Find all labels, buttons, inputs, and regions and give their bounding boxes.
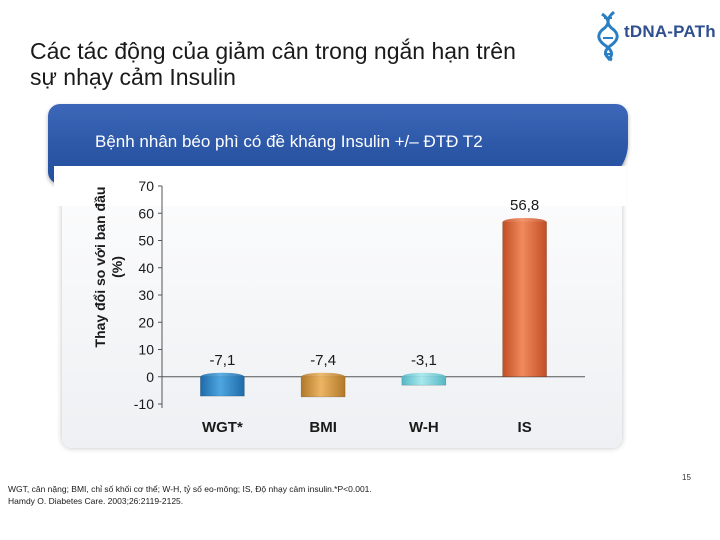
data-label-1: -7,4 xyxy=(310,352,336,369)
x-tick-label-3: IS xyxy=(518,419,532,436)
x-tick-label-2: W-H xyxy=(409,419,439,436)
y-tick-label: -10 xyxy=(134,396,154,412)
y-tick-label: 70 xyxy=(138,178,154,194)
slide-title-line-1: Các tác động của giảm cân trong ngắn hạn… xyxy=(30,38,516,64)
footnote: WGT, cân nặng; BMI, chỉ số khối cơ thể; … xyxy=(8,483,528,507)
slide-title-line-2: sự nhạy cảm Insulin xyxy=(30,64,236,90)
y-tick-label: 20 xyxy=(138,314,154,330)
bar-3 xyxy=(502,221,547,378)
y-tick-label: 10 xyxy=(138,342,154,358)
bar-cap-2 xyxy=(401,372,446,381)
y-tick-label: 0 xyxy=(146,369,154,385)
data-label-0: -7,1 xyxy=(209,352,235,369)
dna-logo-icon xyxy=(597,10,619,62)
y-tick-label: 40 xyxy=(138,260,154,276)
y-tick-label: 30 xyxy=(138,287,154,303)
bar-cap-0 xyxy=(200,372,245,381)
page-number: 15 xyxy=(682,473,691,482)
x-tick-label-1: BMI xyxy=(309,419,337,436)
slide-title: Các tác động của giảm cân trong ngắn hạn… xyxy=(30,38,590,90)
y-tick-label: 50 xyxy=(138,233,154,249)
chart-title: Bệnh nhân béo phì có đề kháng Insulin +/… xyxy=(95,132,483,151)
footnote-reference: Hamdy O. Diabetes Care. 2003;26:2119-212… xyxy=(8,496,184,506)
x-tick-label-0: WGT* xyxy=(202,419,243,436)
y-axis-label-line-1: Thay đổi so với ban đầu xyxy=(92,186,108,348)
data-label-3: 56,8 xyxy=(510,197,539,214)
logo-text: tDNA-PATh xyxy=(624,22,716,41)
footnote-abbreviations: WGT, cân nặng; BMI, chỉ số khối cơ thể; … xyxy=(8,484,372,494)
bar-cap-3 xyxy=(502,217,547,226)
y-axis-label: Thay đổi so với ban đầu (%) xyxy=(92,142,126,392)
bar-cap-1 xyxy=(301,372,346,381)
y-tick-label: 60 xyxy=(138,205,154,221)
y-axis-label-line-2: (%) xyxy=(109,256,125,278)
data-label-2: -3,1 xyxy=(411,352,437,369)
banner-underlay xyxy=(54,166,626,206)
